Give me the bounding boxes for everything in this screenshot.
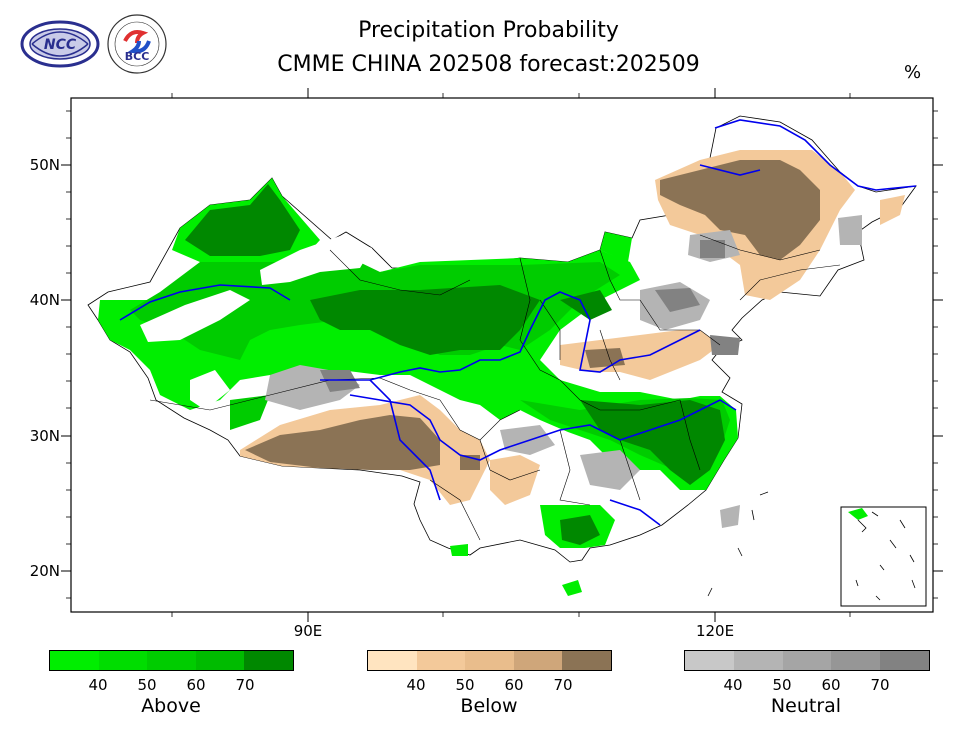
svg-text:NCC: NCC [44,37,77,53]
legend-above-tick: 40 [88,676,108,694]
legend-below-label: Below [460,695,518,717]
legend-neutral-colorbar [684,650,930,671]
legend-below-colorbar [367,650,612,671]
map-frame [70,97,934,613]
ncc-logo: NCC [20,20,100,68]
title-line1: Precipitation Probability [358,18,619,43]
title-line2: CMME CHINA 202508 forecast:202509 [277,52,700,77]
lat-label-30n: 30N [29,427,60,445]
legend-swatch [831,651,881,670]
legend-neutral-tick: 70 [870,676,890,694]
svg-text:BCC: BCC [125,50,150,63]
legend-below-tick: 60 [504,676,524,694]
legend-above-label: Above [141,695,201,717]
legend-swatch [685,651,734,670]
legend-above-tick: 70 [235,676,255,694]
legend-swatch [880,651,929,670]
legend-swatch [368,651,417,670]
legend-below-tick: 40 [406,676,426,694]
legend-swatch [195,651,245,670]
legend-neutral-tick: 50 [772,676,792,694]
legend-below-tick: 70 [553,676,573,694]
legend-swatch [147,651,196,670]
lon-label-120e: 120E [695,622,735,640]
legend-above-tick: 60 [186,676,206,694]
legend-above-tick: 50 [137,676,157,694]
legend-below-tick: 50 [455,676,475,694]
legend-swatch [98,651,148,670]
legend-neutral-label: Neutral [770,695,842,717]
legend-swatch [50,651,99,670]
legend-swatch [416,651,466,670]
lon-label-90e: 90E [293,622,323,640]
lat-label-40n: 40N [29,291,60,309]
legend-swatch [782,651,832,670]
legend-swatch [244,651,293,670]
south-china-sea-inset [840,506,927,607]
legend-swatch [733,651,783,670]
legend-swatch [465,651,514,670]
legend-swatch [562,651,611,670]
legend-neutral-tick: 60 [821,676,841,694]
unit-label: % [904,62,922,83]
lat-label-20n: 20N [29,562,60,580]
legend-neutral-tick: 40 [723,676,743,694]
legend-above-colorbar [49,650,294,671]
legend-swatch [513,651,563,670]
lat-label-50n: 50N [29,156,60,174]
bcc-logo: BCC [107,14,167,74]
